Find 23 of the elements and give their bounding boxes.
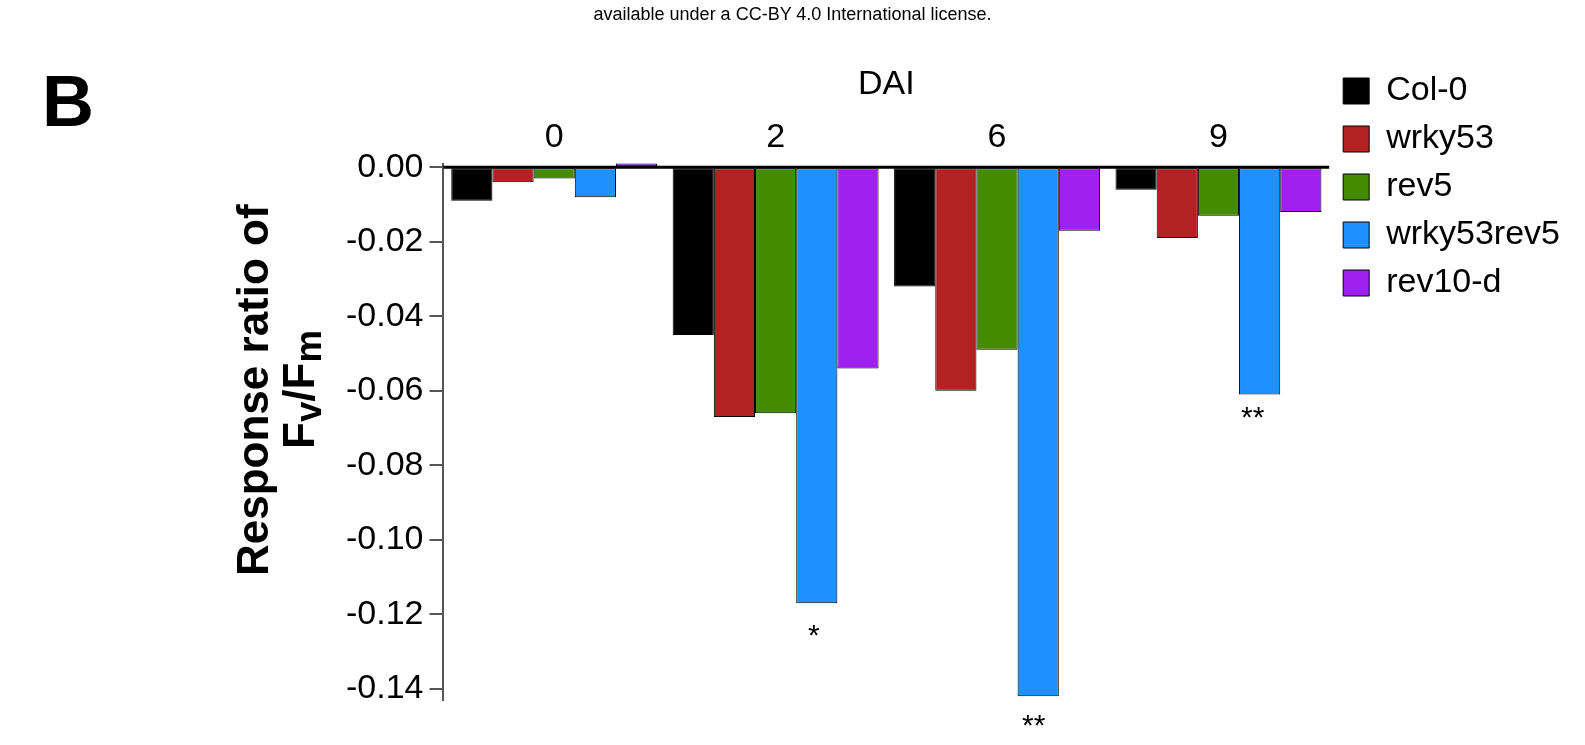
annotation: ** [1241,400,1265,434]
y-tick-label: -0.14 [346,667,424,706]
y-tick-label: -0.10 [346,518,424,557]
y-tick-label: -0.06 [346,369,424,408]
legend-label: rev5 [1386,165,1453,204]
text: available under a CC-BY 4.0 International license. [592,4,993,25]
y-tick-label: -0.12 [346,592,424,631]
annotation: * [808,618,820,652]
x-tick-label: 0 [544,115,564,154]
legend-label: wrky53rev5 [1385,213,1561,252]
legend-label: Col-0 [1386,69,1468,108]
x-tick-label: 2 [766,115,786,154]
y-tick-label: 0.00 [357,145,424,184]
x-axis-title: DAI [857,62,915,101]
y-tick-label: -0.08 [346,443,424,482]
x-tick-label: 9 [1209,115,1228,154]
legend-label: rev10-d [1386,261,1502,300]
y-tick-label: -0.02 [346,220,424,259]
y-tick-label: -0.04 [346,294,424,333]
text: B [42,60,94,142]
legend-label: wrky53 [1385,117,1494,156]
text: ** [1022,708,1046,742]
x-tick-label: 6 [987,115,1007,154]
